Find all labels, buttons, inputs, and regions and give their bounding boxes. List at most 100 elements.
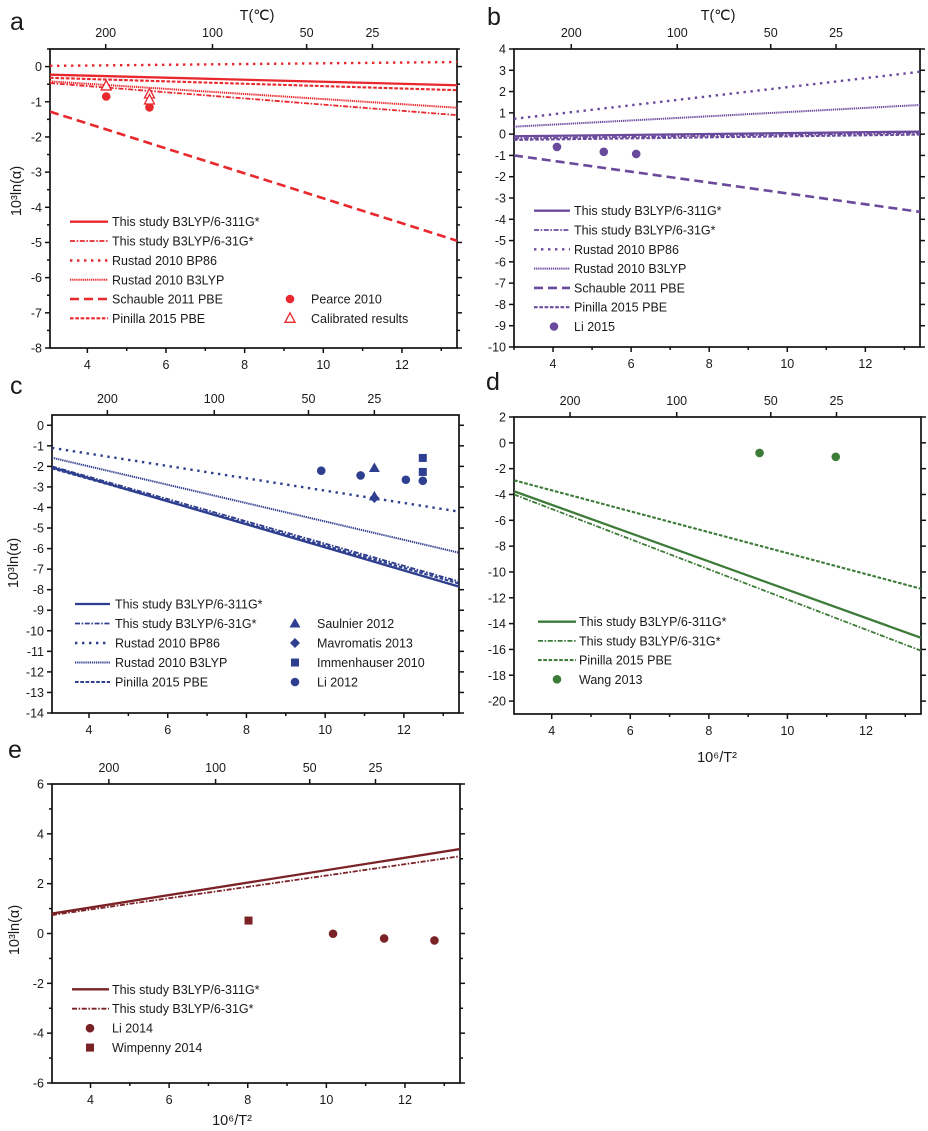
- y-tick-label: -5: [495, 234, 506, 248]
- series-line-this-study-b3lyp-6-311g: [50, 73, 457, 87]
- legend: This study B3LYP/6-311G* This study B3LYP…: [72, 983, 260, 1055]
- legend-marker: [290, 638, 300, 648]
- top-tick-label: 25: [367, 392, 381, 406]
- y-tick-label: -20: [488, 695, 506, 709]
- legend-marker: [285, 294, 295, 304]
- y-axis-title: 10³ln(α): [7, 905, 23, 955]
- legend-label: Li 2012: [317, 676, 358, 690]
- top-tick-label: 200: [95, 26, 116, 40]
- y-tick-label: 2: [499, 411, 506, 425]
- top-tick-label: 50: [300, 26, 314, 40]
- axes: 6 4 2 0 -2 -4 -6 4 6 8 10 12 200 100 50 25: [33, 761, 465, 1107]
- x-tick-label: 12: [859, 724, 873, 738]
- legend-label: Li 2014: [112, 1022, 153, 1036]
- data-point-li-2014: [430, 936, 439, 945]
- series-line-schauble-2011-pbe: [50, 110, 457, 242]
- x-tick-label: 8: [706, 357, 713, 371]
- legend-entry: Rustad 2010 B3LYP: [70, 273, 224, 287]
- y-tick-label: -4: [495, 488, 506, 502]
- x-tick-label: 12: [395, 358, 409, 372]
- x-tick-label: 12: [397, 723, 411, 737]
- y-tick-label: -3: [33, 480, 44, 494]
- legend-entry: Calibrated results: [283, 311, 408, 326]
- x-tick-label: 10: [319, 1093, 333, 1107]
- legend-label: Wang 2013: [579, 673, 643, 687]
- plot-frame: [513, 416, 922, 715]
- x-tick-label: 8: [244, 1093, 251, 1107]
- y-tick-label: -2: [495, 170, 506, 184]
- x-tick-label: 8: [241, 358, 248, 372]
- legend-entry: This study B3LYP/6-31G*: [72, 1002, 254, 1016]
- y-tick-label: 0: [499, 436, 506, 450]
- legend-entry: This study B3LYP/6-311G*: [70, 215, 260, 229]
- legend-entry: This study B3LYP/6-311G*: [538, 615, 727, 629]
- plot-frame: [49, 48, 458, 349]
- y-tick-label: -6: [31, 271, 42, 285]
- legend-label: This study B3LYP/6-311G*: [574, 204, 722, 218]
- legend-label: Schauble 2011 PBE: [112, 293, 223, 307]
- legend-entry: Schauble 2011 PBE: [70, 293, 223, 307]
- legend-entry: This study B3LYP/6-31G*: [534, 224, 716, 238]
- y-tick-label: -8: [31, 342, 42, 356]
- legend-marker: [86, 1043, 94, 1052]
- top-tick-label: 200: [97, 392, 118, 406]
- panel-letter: e: [8, 736, 22, 764]
- x-tick-label: 6: [166, 1093, 173, 1107]
- legend-label: This study B3LYP/6-31G*: [115, 617, 257, 631]
- x-tick-label: 4: [548, 724, 555, 738]
- legend-label: Pinilla 2015 PBE: [112, 312, 205, 326]
- top-tick-label: 50: [764, 26, 778, 40]
- data-point-li-2015: [599, 147, 609, 157]
- y-tick-label: -4: [33, 1027, 44, 1041]
- data-point-wang-2013: [755, 448, 764, 458]
- panel-letter: a: [10, 8, 24, 36]
- y-tick-label: -10: [488, 565, 506, 579]
- y-tick-label: -4: [33, 501, 44, 515]
- y-axis-title: 10³ln(α): [6, 538, 22, 588]
- series-line-pinilla-2015-pbe: [50, 76, 457, 92]
- series-line-rustad-2010-b3lyp: [50, 80, 457, 109]
- data-points: [755, 448, 841, 462]
- series-line-this-study-b3lyp-6-31g: [52, 465, 459, 583]
- data-point-immenhauser-2010: [418, 467, 427, 476]
- legend-entry: Pinilla 2015 PBE: [534, 301, 667, 315]
- legend-label: This study B3LYP/6-31G*: [574, 224, 716, 238]
- legend-entry: Li 2012: [290, 676, 358, 690]
- series-line-pinilla-2015-pbe: [514, 133, 920, 141]
- legend-entry: Li 2014: [85, 1022, 153, 1036]
- y-tick-label: 1: [499, 106, 506, 120]
- legend-label: This study B3LYP/6-311G*: [579, 615, 727, 629]
- legend-entry: Mavromatis 2013: [290, 637, 413, 651]
- legend-label: Immenhauser 2010: [317, 656, 425, 670]
- legend-label: Rustad 2010 B3LYP: [115, 656, 227, 670]
- legend-label: This study B3LYP/6-31G*: [112, 235, 254, 249]
- x-tick-label: 6: [628, 357, 635, 371]
- legend-label: Wimpenny 2014: [112, 1041, 202, 1055]
- legend-entry: Rustad 2010 BP86: [70, 254, 217, 268]
- legend-entry: Rustad 2010 BP86: [534, 243, 679, 257]
- legend-label: This study B3LYP/6-311G*: [112, 215, 260, 229]
- y-tick-label: 0: [35, 60, 42, 74]
- y-tick-label: -7: [33, 563, 44, 577]
- data-point-immenhauser-2010: [418, 453, 427, 462]
- top-tick-label: 200: [98, 761, 119, 775]
- legend-marker: [289, 618, 301, 628]
- legend-label: This study B3LYP/6-31G*: [112, 1002, 254, 1016]
- legend-label: Li 2015: [574, 320, 615, 334]
- axes: 0 -1 -2 -3 -4 -5 -6 -7 -8 -9 -10 -11 -12 -13 -14 4 6 8 10 1…: [26, 392, 464, 737]
- legend-label: Saulnier 2012: [317, 617, 394, 631]
- series-lines: [514, 479, 921, 652]
- top-tick-label: 100: [202, 26, 223, 40]
- data-point-wimpenny-2014: [244, 916, 253, 925]
- y-tick-label: 3: [499, 64, 506, 78]
- x-tick-label: 4: [550, 357, 557, 371]
- top-tick-label: 100: [204, 392, 225, 406]
- y-tick-label: -1: [33, 439, 44, 453]
- top-tick-label: 100: [666, 394, 687, 408]
- legend-entry: This study B3LYP/6-311G*: [75, 598, 263, 612]
- data-points: [244, 916, 439, 945]
- series-line-this-study-b3lyp-6-31g: [514, 493, 921, 652]
- data-point-li-2012: [418, 476, 428, 486]
